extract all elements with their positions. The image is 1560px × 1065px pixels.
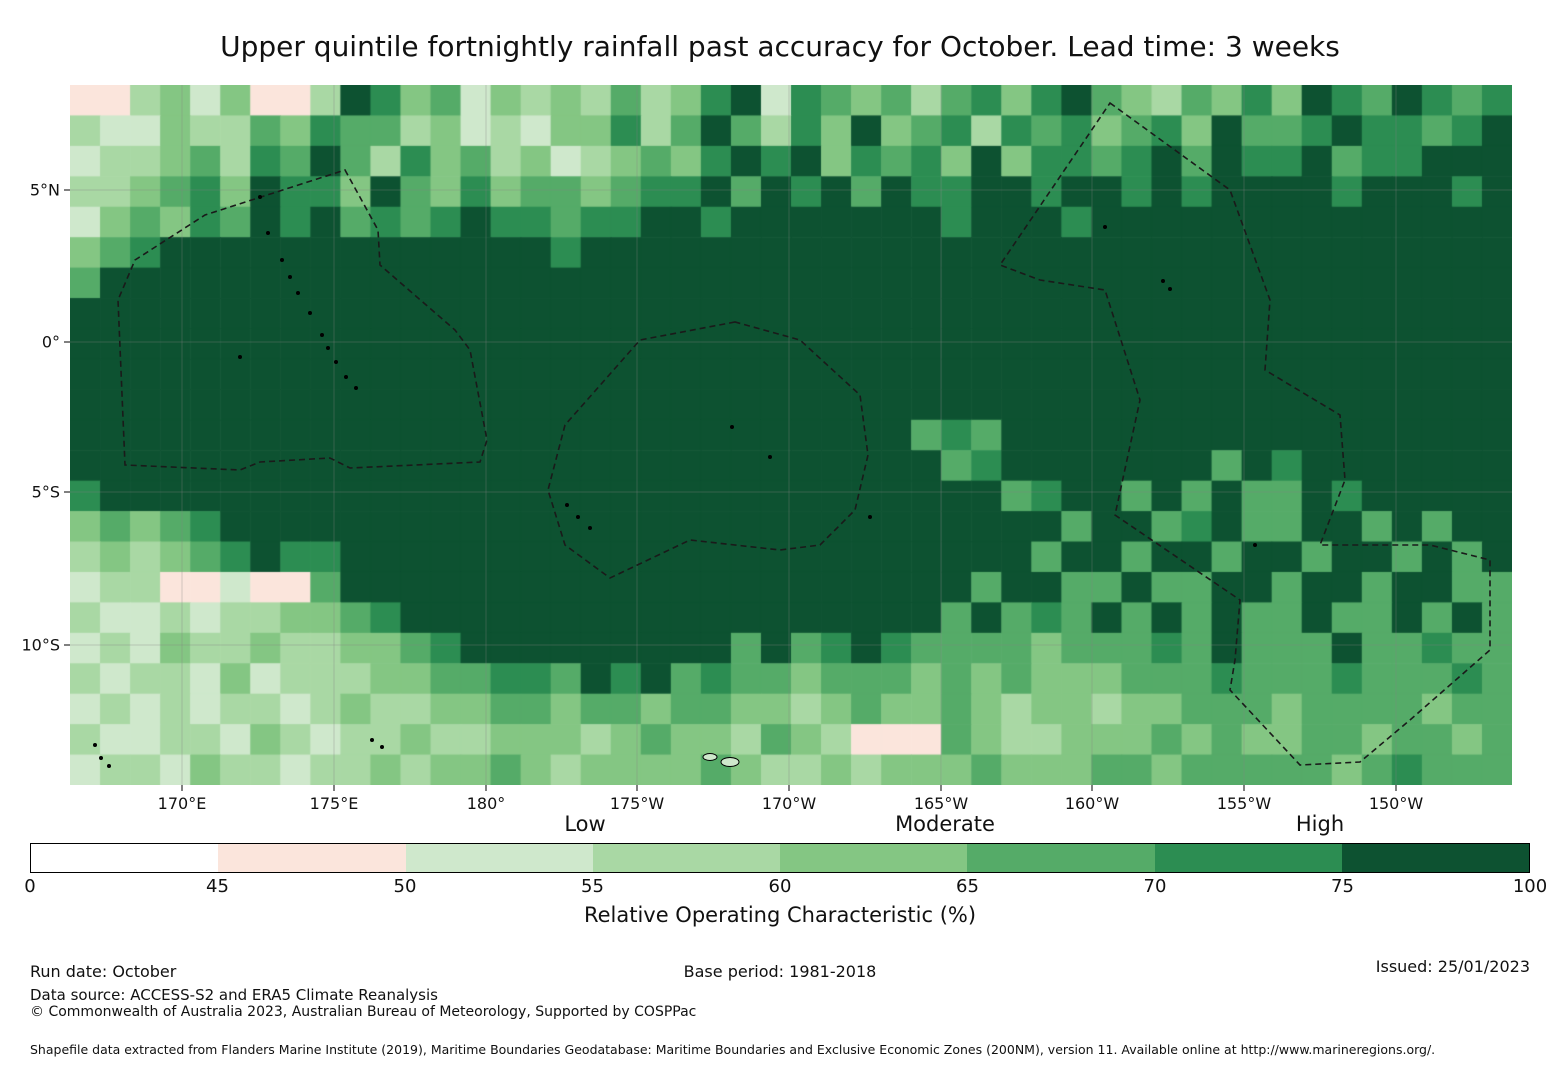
island-markers [93, 195, 1257, 768]
colorbar-segment [967, 844, 1155, 872]
colorbar-segment [780, 844, 968, 872]
colorbar-segment [1341, 844, 1529, 872]
y-tick-label: 5°N [29, 180, 60, 200]
shapefile-note: Shapefile data extracted from Flanders M… [30, 1042, 1436, 1057]
eez-boundary-west [117, 169, 488, 471]
colorbar-segment [1154, 844, 1342, 872]
map-overlay [64, 85, 1512, 791]
colorbar-tick: 0 [24, 876, 36, 897]
issued-date-text: Issued: 25/01/2023 [1375, 957, 1530, 976]
data-source-text: Data source: ACCESS-S2 and ERA5 Climate … [30, 986, 438, 1004]
colorbar-category-high: High [1295, 812, 1345, 836]
colorbar-tick: 60 [768, 876, 792, 897]
axis-tick-marks [64, 189, 1397, 791]
colorbar-category-moderate: Moderate [895, 812, 995, 836]
x-tick-label: 155°W [1216, 794, 1272, 813]
y-tick-label: 0° [41, 332, 60, 352]
eez-boundary-center [547, 321, 869, 579]
x-tick-label: 170°E [157, 794, 207, 813]
island-savaii [702, 753, 718, 761]
y-tick-label: 10°S [21, 635, 60, 655]
x-tick-label: 175°W [609, 794, 665, 813]
chart-title: Upper quintile fortnightly rainfall past… [220, 30, 1340, 63]
base-period-text: Base period: 1981-2018 [683, 962, 877, 981]
x-tick-label: 170°W [761, 794, 817, 813]
map-gridlines [70, 85, 1512, 785]
colorbar-category-labels: Low Moderate High [30, 812, 1530, 838]
x-tick-label: 175°E [309, 794, 359, 813]
colorbar-segment [218, 844, 406, 872]
colorbar-tick: 45 [206, 876, 229, 897]
colorbar-segment [405, 844, 593, 872]
colorbar-axis-label: Relative Operating Characteristic (%) [583, 903, 977, 927]
colorbar-tick: 65 [956, 876, 979, 897]
colorbar-segment [592, 844, 780, 872]
colorbar-tick: 50 [393, 876, 417, 897]
copyright-text: © Commonwealth of Australia 2023, Austra… [30, 1004, 697, 1020]
colorbar-tick-labels: 0 45 50 55 60 65 70 75 100 [24, 876, 1547, 900]
colorbar-tick: 55 [581, 876, 604, 897]
map-area: 5°N 0° 5°S 10°S 170°E 175°E 180° 175°W 1… [21, 85, 1512, 813]
x-tick-label: 180° [466, 794, 506, 813]
colorbar-tick: 75 [1331, 876, 1354, 897]
island-upolu [720, 757, 740, 767]
x-tick-label: 165°W [913, 794, 969, 813]
y-tick-label: 5°S [31, 482, 60, 502]
colorbar [30, 843, 1530, 873]
x-tick-label: 160°W [1064, 794, 1120, 813]
eez-boundaries [117, 101, 1491, 766]
colorbar-tick: 100 [1512, 876, 1548, 897]
colorbar-tick: 70 [1143, 876, 1167, 897]
colorbar-category-low: Low [564, 812, 606, 836]
colorbar-segment [31, 844, 219, 872]
x-tick-label: 150°W [1368, 794, 1424, 813]
rainfall-roc-heatmap [70, 85, 1512, 785]
eez-boundary-east [998, 101, 1491, 766]
run-date-text: Run date: October [30, 962, 177, 981]
